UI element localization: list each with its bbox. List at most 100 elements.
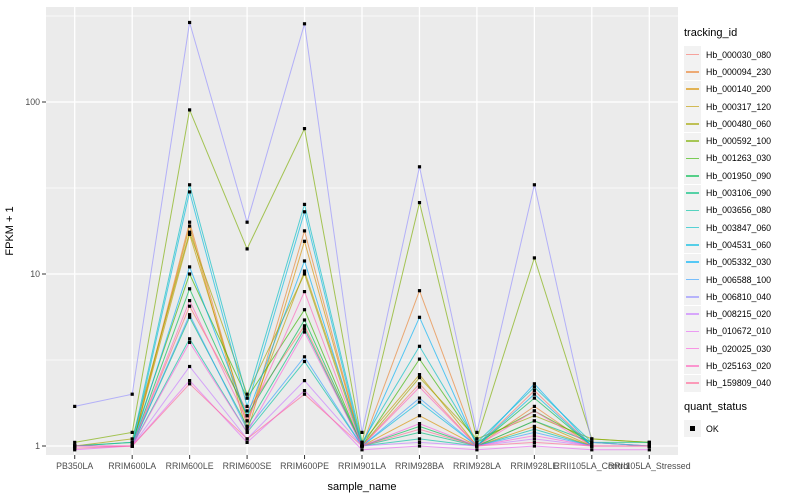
data-point — [188, 313, 192, 317]
data-point — [647, 448, 651, 452]
y-tick-label: 10 — [30, 269, 40, 279]
data-point — [73, 444, 77, 448]
data-point — [73, 440, 77, 444]
legend-key-swatch — [684, 357, 701, 375]
data-point — [188, 287, 192, 291]
data-point — [532, 414, 536, 418]
legend-item-label: Hb_001263_030 — [706, 153, 772, 164]
data-point — [532, 392, 536, 396]
legend-key-swatch — [684, 271, 701, 288]
data-point — [302, 389, 307, 393]
data-point — [417, 315, 422, 319]
data-point — [417, 382, 422, 386]
data-point — [302, 259, 307, 263]
legend-line-icon — [686, 347, 699, 350]
legend-item: Hb_000140_200 — [684, 80, 800, 98]
data-point — [532, 183, 536, 187]
data-point — [647, 444, 651, 448]
data-point — [360, 444, 364, 448]
legend-item-label: Hb_000094_230 — [706, 66, 772, 77]
legend-item: Hb_000317_120 — [684, 98, 800, 116]
data-point — [590, 444, 594, 448]
data-point — [532, 409, 536, 413]
legend-line-icon — [686, 192, 699, 194]
data-point — [188, 364, 192, 369]
legend-line-icon — [686, 330, 699, 333]
legend-line-icon — [686, 365, 699, 367]
legend-line-icon — [686, 382, 699, 385]
tracking-id-legend-items: Hb_000030_080 Hb_000094_230 Hb_000140_200 H… — [684, 46, 800, 392]
data-point — [532, 444, 536, 448]
data-point — [73, 446, 77, 450]
legend-item: Hb_000480_060 — [684, 115, 800, 133]
legend-item-label: Hb_008215_020 — [706, 309, 772, 320]
data-point — [475, 430, 479, 434]
legend-key-swatch — [684, 98, 701, 116]
data-point — [417, 427, 422, 431]
legend-line-icon — [686, 53, 699, 56]
data-point — [417, 437, 422, 441]
legend-key-swatch — [684, 305, 701, 323]
legend-item-label: Hb_000480_060 — [706, 118, 772, 129]
legend-title-quant-status: quant_status — [684, 400, 747, 413]
legend-item-label: Hb_003106_090 — [706, 188, 772, 199]
data-point — [417, 201, 422, 205]
legend-line-icon — [686, 244, 699, 246]
legend-item-label: Hb_020025_030 — [706, 343, 772, 354]
data-point — [417, 424, 422, 428]
data-point — [360, 440, 364, 444]
legend-line-icon — [686, 174, 699, 177]
legend-key-swatch — [684, 420, 701, 438]
data-point — [188, 315, 192, 319]
legend-key-swatch — [684, 46, 701, 64]
legend-item: Hb_000030_080 — [684, 46, 800, 64]
legend-key-swatch — [684, 80, 701, 98]
data-point — [360, 430, 364, 434]
data-point — [245, 220, 249, 224]
legend-item-label: Hb_001950_090 — [706, 170, 772, 181]
legend-line-icon — [686, 140, 699, 142]
data-point — [302, 318, 307, 322]
legend-line-icon — [686, 261, 699, 263]
x-tick-label: RRIM600SE — [222, 461, 272, 471]
data-point — [188, 337, 192, 341]
data-point — [532, 256, 536, 260]
legend-item: Hb_004531_060 — [684, 236, 800, 254]
legend-line-icon — [686, 123, 699, 125]
data-point — [417, 444, 422, 448]
data-point — [475, 437, 479, 441]
data-point — [302, 239, 307, 243]
data-point — [130, 392, 134, 396]
data-point — [417, 289, 422, 293]
data-point — [590, 440, 594, 444]
data-point — [532, 434, 536, 438]
legend-line-icon — [686, 295, 699, 298]
x-tick-label: RRIM600LA — [108, 461, 157, 471]
legend-key-swatch — [684, 340, 701, 358]
data-point — [245, 430, 249, 434]
data-point — [302, 327, 307, 331]
data-point — [475, 448, 479, 452]
legend-item: Hb_006588_100 — [684, 271, 800, 288]
data-point — [302, 324, 307, 328]
data-point — [302, 308, 307, 312]
legend-item-label: Hb_000140_200 — [706, 84, 772, 95]
data-point — [245, 419, 249, 423]
data-point — [245, 247, 249, 251]
legend-key-swatch — [684, 201, 701, 219]
legend-item-label: Hb_000317_120 — [706, 101, 772, 112]
legend-key-swatch — [684, 115, 701, 133]
data-point — [532, 440, 536, 444]
data-point — [188, 272, 192, 276]
data-point — [302, 330, 307, 334]
legend-key-swatch — [684, 63, 701, 81]
legend-item: Hb_001263_030 — [684, 149, 800, 167]
data-point — [532, 419, 536, 423]
x-tick-label: RRIM928BA — [395, 461, 444, 471]
data-point — [302, 290, 307, 294]
quant-status-legend-items: OK — [684, 420, 800, 438]
data-point — [417, 400, 422, 404]
data-point — [302, 202, 307, 206]
